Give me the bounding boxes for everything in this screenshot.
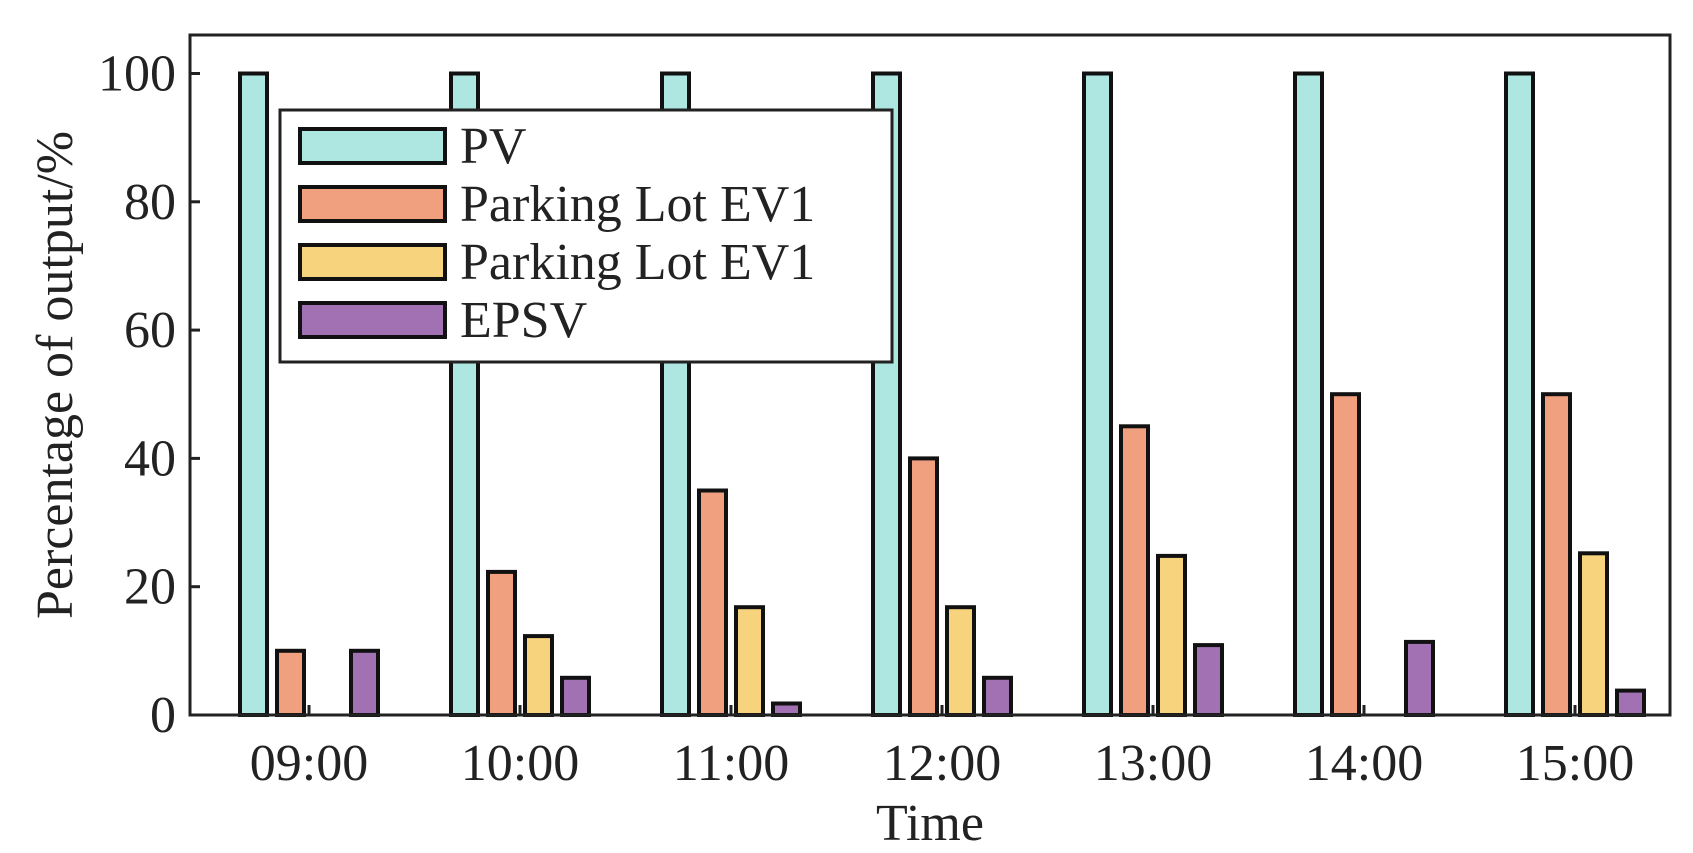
bar-s2-1500 <box>1578 551 1609 717</box>
bar-s0-1300 <box>1082 71 1113 717</box>
bar-s2-1300 <box>1156 553 1187 718</box>
x-tick-label: 12:00 <box>883 735 1001 792</box>
x-tick-label: 15:00 <box>1516 735 1634 792</box>
bar-s1-1400 <box>1330 392 1361 717</box>
bar-s3-0900 <box>349 648 380 717</box>
bar-s0-1500 <box>1504 71 1535 717</box>
y-axis-title: Percentage of output/% <box>27 131 84 619</box>
y-tick-label: 60 <box>124 302 176 359</box>
y-tick-label: 0 <box>150 687 176 744</box>
bar-s1-1000 <box>486 569 517 718</box>
bar-s1-1200 <box>908 456 939 717</box>
bar-s1-1500 <box>1541 392 1572 717</box>
bar-s1-1300 <box>1119 424 1150 717</box>
legend-label: Parking Lot EV1 <box>460 176 815 233</box>
legend-swatch <box>298 243 447 281</box>
x-tick-label: 14:00 <box>1305 735 1423 792</box>
legend-swatch <box>298 127 447 165</box>
bar-s2-1100 <box>734 605 765 718</box>
bar-s3-1500 <box>1615 688 1646 717</box>
bar-s0-0900 <box>238 71 269 717</box>
legend-label: PV <box>460 118 526 175</box>
x-tick-label: 10:00 <box>461 735 579 792</box>
legend-label: EPSV <box>460 292 587 349</box>
bars-layer <box>238 71 1646 718</box>
bar-s3-1000 <box>560 675 591 717</box>
bar-s2-1000 <box>523 634 554 717</box>
bar-s3-1400 <box>1404 639 1435 718</box>
bar-s3-1100 <box>771 701 802 717</box>
x-tick-label: 13:00 <box>1094 735 1212 792</box>
bar-s2-1200 <box>945 605 976 718</box>
bar-s3-1300 <box>1193 643 1224 717</box>
legend-swatch <box>298 301 447 339</box>
plot-frame <box>188 33 1672 717</box>
x-axis-title: Time <box>876 795 984 852</box>
axes-layer: 0 20 40 60 80 100 09:00 10:00 11:00 12:00 13:00 14:… <box>27 33 1672 852</box>
y-tick-label: 100 <box>98 45 176 102</box>
x-tick-label: 09:00 <box>250 735 368 792</box>
legend-label: Parking Lot EV1 <box>460 234 815 291</box>
bar-s3-1200 <box>982 675 1013 717</box>
bar-s0-1400 <box>1293 71 1324 717</box>
bar-s1-0900 <box>275 648 306 717</box>
x-tick-label: 11:00 <box>673 735 790 792</box>
y-tick-label: 80 <box>124 174 176 231</box>
y-tick-label: 40 <box>124 430 176 487</box>
bar-s1-1100 <box>697 488 728 717</box>
y-tick-label: 20 <box>124 559 176 616</box>
legend-swatch <box>298 185 447 223</box>
